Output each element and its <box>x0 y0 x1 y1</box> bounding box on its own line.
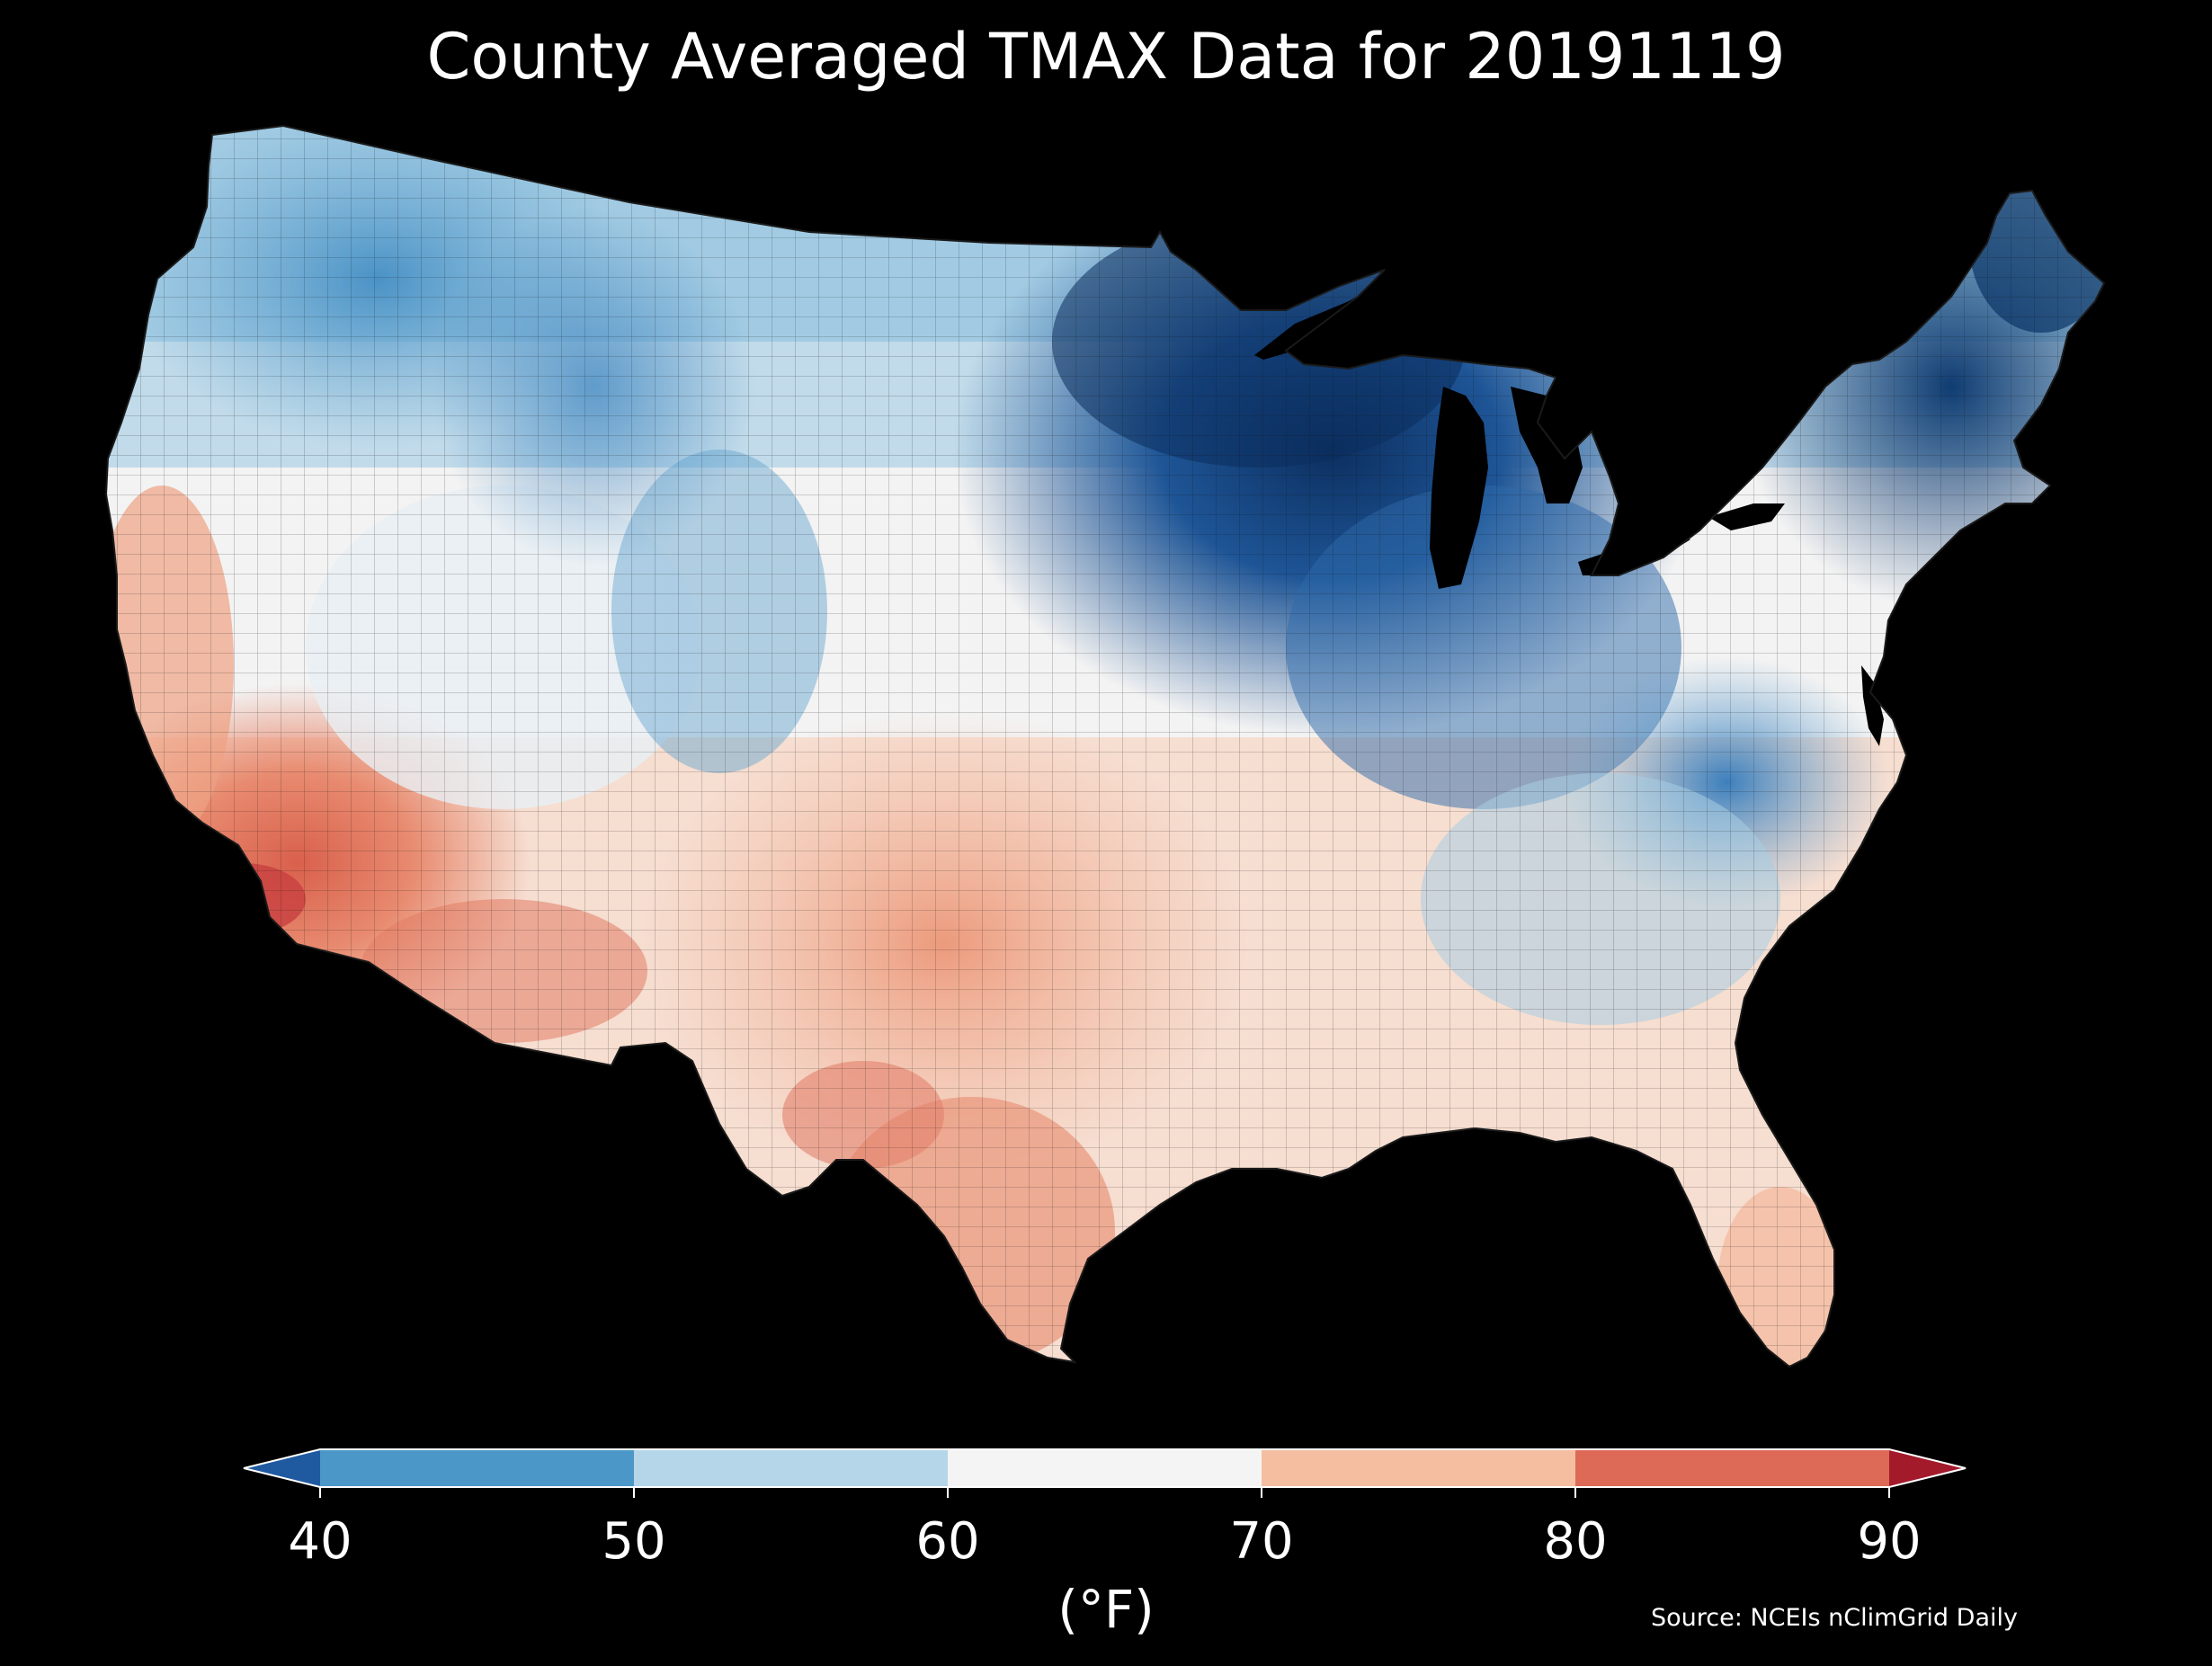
colorbar-bin-70-80 <box>1262 1449 1575 1487</box>
lake-michigan <box>1430 387 1488 589</box>
colorbar-tick-label: 80 <box>1543 1512 1608 1571</box>
lake-erie <box>1578 530 1690 575</box>
lake-ontario <box>1708 503 1785 530</box>
colorbar-bin-50-60 <box>634 1449 948 1487</box>
lake-superior <box>1254 283 1380 360</box>
colorbar-unit-label: (°F) <box>1057 1579 1155 1640</box>
colorbar-extend-low <box>244 1449 320 1487</box>
source-credit: Source: NCEIs nClimGrid Daily <box>1651 1604 2018 1632</box>
colorbar-tick-label: 90 <box>1857 1512 1922 1571</box>
lake-huron <box>1511 387 1583 503</box>
colorbar-tick-label: 50 <box>602 1512 666 1571</box>
colorbar-bin-40-50 <box>320 1449 634 1487</box>
colorbar-bin-80-90 <box>1575 1449 1889 1487</box>
colorbar-bin-60-70 <box>948 1449 1262 1487</box>
map-title: County Averaged TMAX Data for 20191119 <box>426 20 1786 94</box>
great-lakes <box>1254 283 1884 746</box>
colorbar-tick-label: 60 <box>915 1512 980 1571</box>
chesapeake-bay <box>1861 665 1884 746</box>
colorbar-extend-high <box>1889 1449 1966 1487</box>
colorbar-tick-label: 40 <box>288 1512 352 1571</box>
colorbar-tick-label: 70 <box>1229 1512 1294 1571</box>
